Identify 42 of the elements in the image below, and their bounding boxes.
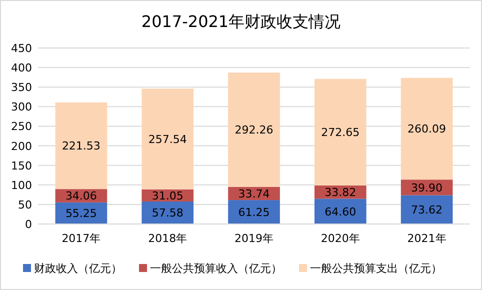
data-label: 33.74 — [238, 187, 270, 200]
y-tick-label: 200 — [11, 140, 32, 153]
x-tick-label: 2017年 — [62, 232, 101, 245]
y-tick-label: 450 — [11, 42, 32, 55]
data-label: 39.90 — [411, 181, 443, 194]
data-label: 260.09 — [408, 122, 446, 136]
x-tick-label: 2018年 — [148, 232, 188, 245]
data-label: 292.26 — [234, 124, 274, 137]
legend-label: 一般公共预算支出（亿元） — [310, 262, 442, 275]
y-tick-label: 150 — [11, 159, 32, 172]
x-tick-label: 2021年 — [407, 232, 446, 245]
data-label: 33.82 — [324, 186, 356, 200]
data-label: 221.53 — [62, 140, 100, 153]
y-tick-label: 0 — [25, 218, 32, 231]
bar — [314, 198, 366, 224]
x-tick-label: 2019年 — [234, 232, 274, 245]
data-label: 55.25 — [65, 207, 97, 220]
data-label: 61.25 — [238, 206, 270, 220]
y-tick-label: 400 — [11, 62, 32, 75]
bar — [142, 88, 194, 190]
legend-label: 财政收入（亿元） — [34, 262, 122, 275]
y-tick-label: 100 — [11, 178, 32, 192]
y-tick-label: 350 — [11, 81, 32, 94]
bar — [400, 195, 453, 224]
data-label: 34.06 — [65, 190, 97, 203]
data-label: 64.60 — [324, 205, 356, 218]
bar — [314, 78, 366, 186]
data-label: 73.62 — [411, 204, 443, 217]
data-label: 31.05 — [152, 189, 184, 202]
bar — [228, 200, 280, 224]
legend-label: 一般公共预算收入（亿元） — [150, 262, 282, 275]
data-label: 272.65 — [321, 126, 360, 140]
bar — [228, 72, 280, 187]
y-tick-label: 250 — [11, 120, 32, 134]
x-tick-label: 2020年 — [320, 232, 360, 245]
y-tick-label: 50 — [18, 198, 32, 212]
chart-title: 2017-2021年财政收支情况 — [141, 12, 341, 31]
y-tick-label: 300 — [11, 100, 32, 114]
data-label: 257.54 — [148, 132, 187, 146]
data-label: 57.58 — [152, 206, 184, 220]
bar — [55, 102, 108, 190]
bar — [400, 78, 453, 180]
